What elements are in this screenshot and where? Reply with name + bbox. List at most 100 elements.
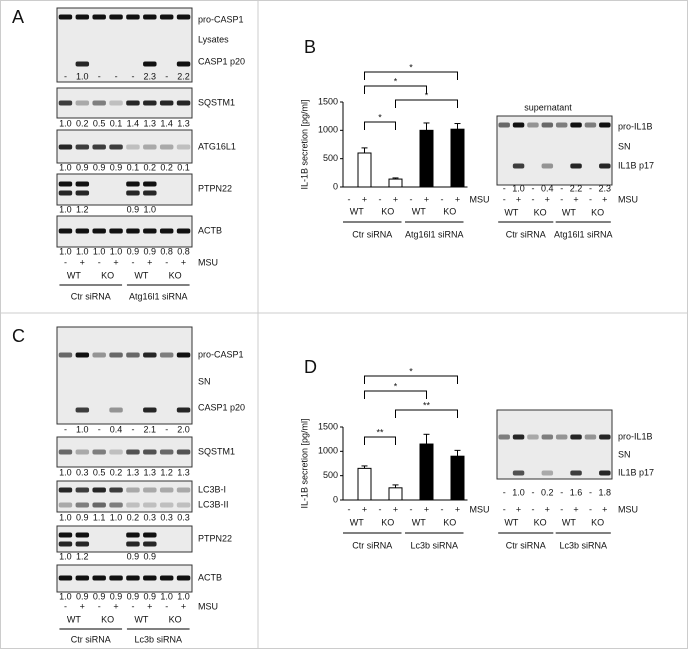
band — [58, 575, 73, 581]
significance-bracket — [364, 71, 458, 80]
y-tick-label: 500 — [323, 153, 338, 163]
band-label: IL1B p17 — [618, 467, 654, 477]
significance-mark: * — [394, 381, 398, 391]
quant: 0.2 — [144, 162, 157, 172]
genotype: KO — [101, 614, 114, 624]
band-label: CASP1 p20 — [198, 402, 245, 412]
genotype: KO — [591, 207, 604, 217]
band — [126, 532, 140, 538]
band-label: pro-CASP1 — [198, 14, 244, 24]
treatment-label: MSU — [618, 504, 638, 514]
bar — [450, 128, 465, 188]
quant: 0.9 — [127, 551, 140, 561]
quant: 0.2 — [160, 162, 173, 172]
quant: - — [531, 183, 534, 193]
group-label: Atg16l1 siRNA — [405, 229, 464, 239]
quant: 0.5 — [93, 467, 106, 477]
quant: 1.1 — [93, 512, 106, 522]
band — [109, 144, 123, 150]
band — [75, 228, 90, 234]
quant: 1.0 — [76, 71, 89, 81]
genotype: KO — [381, 206, 394, 216]
quant: 2.2 — [177, 71, 190, 81]
band — [58, 144, 73, 150]
panel-label: A — [12, 7, 24, 27]
band — [58, 352, 73, 358]
treatment-sign: + — [113, 257, 118, 267]
treatment-sign: - — [560, 504, 563, 514]
quant: 1.0 — [59, 512, 72, 522]
quant: 1.0 — [93, 246, 106, 256]
quant: - — [165, 71, 168, 81]
band — [58, 228, 73, 234]
quant: 0.9 — [76, 512, 89, 522]
quant: 0.9 — [144, 591, 157, 601]
bar — [419, 129, 434, 188]
quant: 1.0 — [160, 591, 173, 601]
quant: - — [98, 71, 101, 81]
genotype: WT — [504, 517, 518, 527]
quant: 1.3 — [144, 467, 157, 477]
treatment-sign: + — [545, 504, 550, 514]
quant: - — [131, 71, 134, 81]
band-label: SN — [618, 141, 631, 151]
band-label: pro-IL1B — [618, 121, 653, 131]
band — [109, 487, 123, 493]
band — [92, 352, 106, 358]
band — [159, 575, 174, 581]
band — [92, 14, 106, 20]
group-label: Lc3b siRNA — [559, 540, 607, 550]
significance-mark: * — [409, 366, 413, 376]
band — [109, 228, 123, 234]
band — [126, 181, 140, 187]
band — [75, 532, 90, 538]
quant: 0.9 — [127, 204, 140, 214]
band — [512, 163, 525, 169]
quant: - — [531, 487, 534, 497]
genotype: WT — [412, 517, 426, 527]
x-tick-label: + — [455, 504, 460, 514]
quant: 1.0 — [512, 183, 525, 193]
group-label: Atg16l1 siRNA — [554, 229, 613, 239]
panel-label: B — [304, 37, 316, 57]
band-label: SQSTM1 — [198, 446, 235, 456]
quant: 1.2 — [76, 204, 89, 214]
band — [176, 487, 191, 493]
y-tick-label: 1500 — [318, 96, 338, 106]
band — [109, 407, 123, 413]
x-tick-label: + — [362, 504, 367, 514]
quant: 0.2 — [541, 487, 554, 497]
band — [92, 487, 106, 493]
y-tick-label: 500 — [323, 470, 338, 480]
quant: 1.0 — [177, 591, 190, 601]
genotype: WT — [67, 614, 81, 624]
blot-title: supernatant — [524, 102, 572, 112]
quant: 1.0 — [59, 162, 72, 172]
quant: 2.0 — [177, 424, 190, 434]
quant: - — [589, 183, 592, 193]
quant: 0.4 — [541, 183, 554, 193]
genotype: KO — [534, 517, 547, 527]
band — [126, 449, 140, 455]
band — [75, 541, 90, 547]
genotype: KO — [169, 614, 182, 624]
band-label: LC3B-II — [198, 499, 229, 509]
band — [541, 434, 554, 440]
treatment-sign: + — [573, 504, 578, 514]
quant: 1.0 — [76, 424, 89, 434]
x-tick-label: - — [410, 194, 413, 204]
band — [176, 407, 191, 413]
quant: 2.3 — [144, 71, 157, 81]
significance-mark: * — [409, 62, 413, 72]
group-label: Ctr siRNA — [352, 540, 392, 550]
band — [75, 61, 90, 67]
genotype: WT — [134, 614, 148, 624]
band — [126, 14, 140, 20]
bar — [357, 467, 372, 501]
bar — [419, 443, 434, 501]
x-tick-label: - — [379, 194, 382, 204]
treatment-label: MSU — [470, 504, 490, 514]
treatment-sign: - — [98, 601, 101, 611]
significance-mark: * — [425, 90, 429, 100]
quant: 2.2 — [570, 183, 583, 193]
